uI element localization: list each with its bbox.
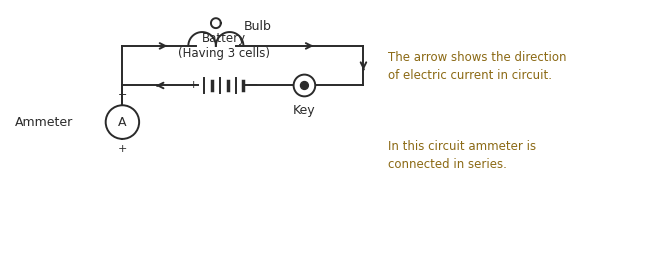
Circle shape — [294, 75, 315, 96]
Text: Battery
(Having 3 cells): Battery (Having 3 cells) — [178, 32, 270, 60]
Text: −: − — [248, 79, 258, 92]
Text: +: + — [189, 81, 198, 90]
Text: −: − — [117, 90, 127, 100]
Text: Key: Key — [293, 104, 315, 117]
Text: Bulb: Bulb — [244, 20, 271, 32]
Text: A: A — [118, 116, 127, 129]
Text: The arrow shows the direction
of electric current in circuit.: The arrow shows the direction of electri… — [388, 51, 566, 82]
Text: +: + — [117, 144, 127, 154]
Text: Ammeter: Ammeter — [15, 116, 73, 129]
Circle shape — [106, 105, 139, 139]
Text: In this circuit ammeter is
connected in series.: In this circuit ammeter is connected in … — [388, 140, 536, 171]
Circle shape — [300, 82, 308, 89]
